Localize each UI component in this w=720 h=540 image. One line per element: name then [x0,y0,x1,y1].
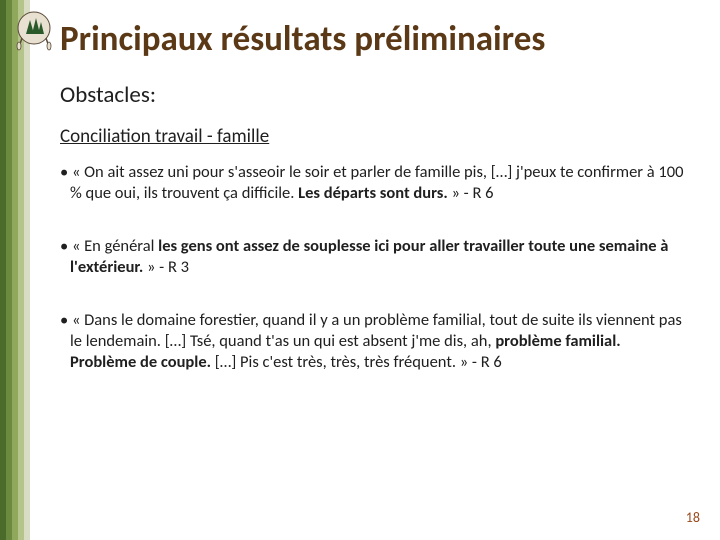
bullet-item: • « On ait assez uni pour s'asseoir le s… [60,162,690,204]
slide-title: Principaux résultats préliminaires [60,20,690,59]
bullet-text-suffix: […] Pis c'est très, très, très fréquent.… [211,352,502,372]
bullet-text-suffix: » - R 6 [448,183,494,203]
subtitle: Obstacles: [60,81,690,109]
page-number: 18 [686,509,700,526]
logo-icon [12,8,56,52]
decorative-stripe [0,0,30,540]
bullet-item: • « Dans le domaine forestier, quand il … [60,310,690,373]
bullet-text-bold: Les départs sont durs. [298,183,448,203]
bullet-text-suffix: » - R 3 [143,257,189,277]
bullet-item: • « En général les gens ont assez de sou… [60,236,690,278]
slide-content: Principaux résultats préliminaires Obsta… [60,20,690,405]
section-heading: Conciliation travail - famille [60,125,690,148]
bullet-text-prefix: • « En général [60,236,158,256]
